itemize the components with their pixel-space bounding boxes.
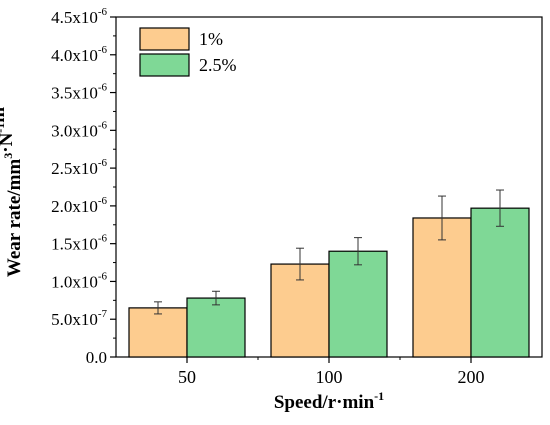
bar-2.5%-50 <box>186 297 246 358</box>
y-tick-label: 4.5x10-6 <box>51 6 107 27</box>
legend-label: 1% <box>199 29 223 49</box>
bar-2.5%-200 <box>470 207 530 358</box>
y-tick-label: 3.5x10-6 <box>51 82 107 103</box>
legend-label: 2.5% <box>199 55 237 75</box>
y-tick-label: 0.0 <box>86 348 107 367</box>
y-axis-label: Wear rate/mm3·N-1m-1 <box>0 97 25 277</box>
bar-1%-200 <box>412 217 472 358</box>
y-tick-label: 4.0x10-6 <box>51 44 107 65</box>
y-tick-label: 3.0x10-6 <box>51 119 107 140</box>
legend-swatch-1% <box>139 27 190 51</box>
y-tick-label: 1.0x10-6 <box>51 270 107 291</box>
x-tick-label: 50 <box>178 367 196 387</box>
x-tick-label: 200 <box>458 367 485 387</box>
bar-1%-50 <box>128 307 188 358</box>
y-tick-label: 1.5x10-6 <box>51 233 107 254</box>
y-tick-label: 2.5x10-6 <box>51 157 107 178</box>
x-tick-label: 100 <box>316 367 343 387</box>
x-axis-label: Speed/r·min-1 <box>274 389 384 413</box>
legend-swatch-2.5% <box>139 53 190 77</box>
bar-2.5%-100 <box>328 250 388 358</box>
y-tick-label: 2.0x10-6 <box>51 195 107 216</box>
y-tick-label: 5.0x10-7 <box>51 308 107 329</box>
